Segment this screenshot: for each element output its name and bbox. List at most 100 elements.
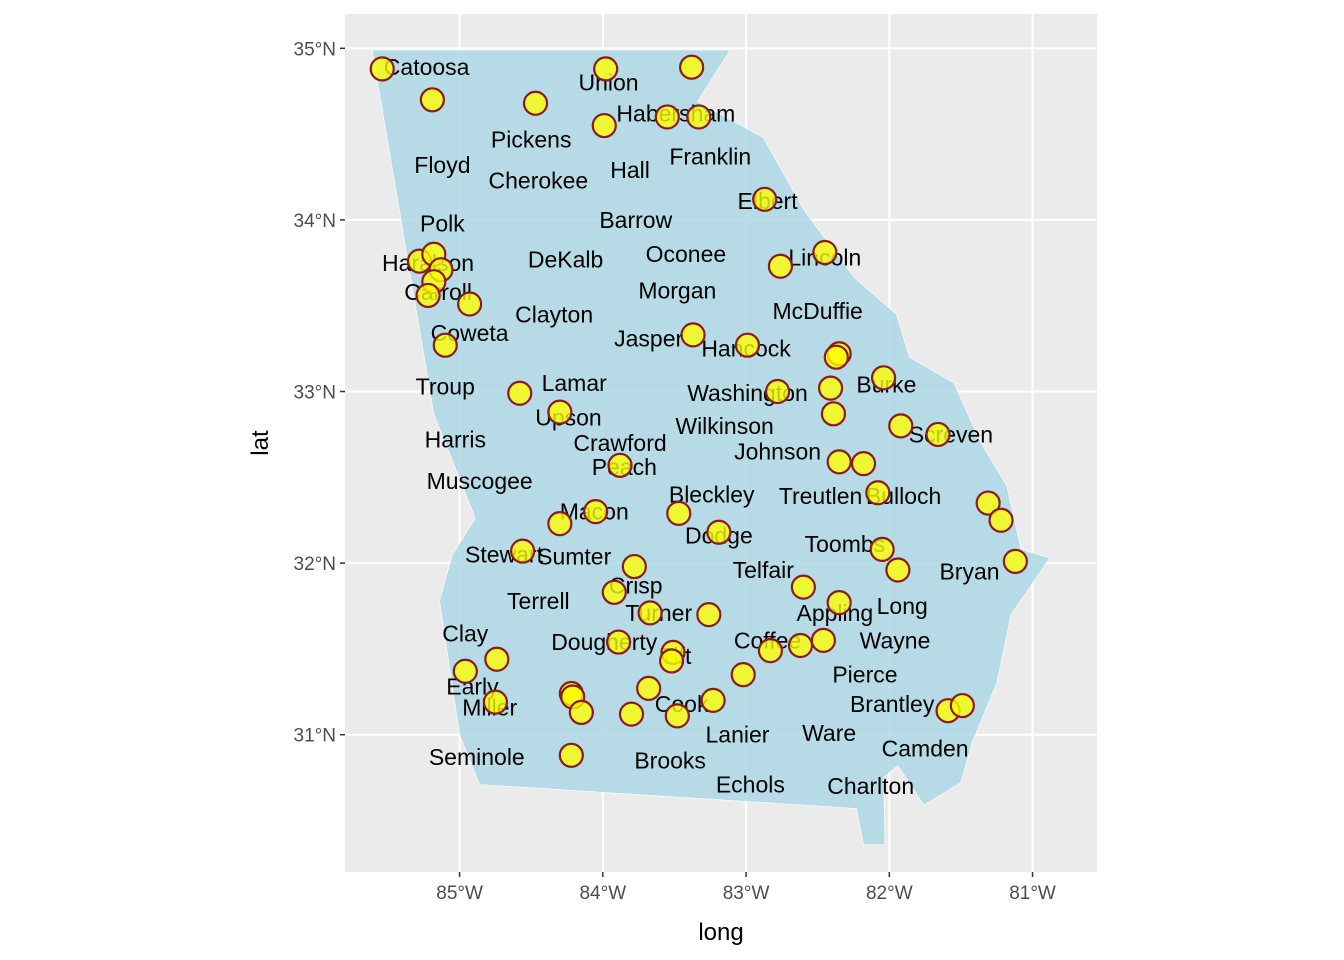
data-point bbox=[457, 291, 483, 317]
data-point bbox=[752, 186, 778, 212]
data-point bbox=[734, 332, 761, 358]
data-point bbox=[975, 490, 1001, 516]
y-tick-label: 34°N bbox=[294, 211, 336, 232]
county-label: Screven bbox=[909, 421, 993, 447]
county-label: Catoosa bbox=[384, 54, 470, 80]
data-point bbox=[666, 500, 692, 526]
county-label: Echols bbox=[716, 771, 785, 797]
data-point bbox=[826, 589, 852, 616]
data-point bbox=[869, 536, 895, 562]
data-point bbox=[654, 104, 680, 130]
county-label: Pickens bbox=[491, 126, 572, 152]
y-axis-ticks: 31°N 32°N 33°N 34°N 35°N bbox=[294, 39, 345, 747]
county-label: Long bbox=[877, 593, 928, 619]
county-label: Wilkinson bbox=[675, 413, 773, 439]
data-point bbox=[764, 378, 791, 405]
county-label: Jasper bbox=[614, 325, 683, 351]
data-point bbox=[591, 112, 617, 139]
county-label: Floyd bbox=[414, 152, 470, 178]
y-tick-label: 32°N bbox=[294, 554, 336, 575]
data-point bbox=[949, 692, 975, 719]
county-label: Ware bbox=[802, 720, 856, 746]
data-point bbox=[637, 600, 663, 626]
data-point bbox=[593, 56, 619, 82]
data-point bbox=[369, 56, 395, 82]
data-point bbox=[482, 689, 508, 715]
data-point bbox=[730, 662, 756, 688]
county-label: Hall bbox=[610, 157, 650, 183]
data-point bbox=[547, 399, 573, 425]
data-point bbox=[547, 511, 573, 537]
data-point bbox=[621, 553, 647, 580]
county-label: Muscogee bbox=[427, 468, 533, 494]
county-label: Crawford bbox=[573, 430, 666, 456]
data-point bbox=[826, 449, 852, 475]
data-point bbox=[568, 699, 594, 726]
county-label: Camden bbox=[882, 735, 969, 761]
county-label: Harris bbox=[425, 427, 486, 453]
data-point bbox=[1002, 548, 1028, 575]
data-point bbox=[686, 104, 712, 130]
data-point bbox=[607, 452, 633, 478]
data-point bbox=[700, 687, 726, 714]
county-label: Clayton bbox=[515, 301, 593, 327]
data-point bbox=[885, 557, 911, 583]
y-tick-label: 35°N bbox=[294, 39, 336, 60]
county-label: Brooks bbox=[634, 747, 706, 773]
data-point bbox=[432, 332, 458, 358]
x-axis-title: long bbox=[698, 919, 743, 946]
county-label: Treutlen bbox=[779, 483, 863, 509]
county-label: McDuffie bbox=[773, 298, 863, 324]
county-label: Terrell bbox=[507, 588, 570, 614]
data-point bbox=[696, 601, 722, 628]
x-tick-label: 81°W bbox=[1009, 883, 1056, 904]
x-tick-label: 85°W bbox=[436, 883, 483, 904]
county-label: DeKalb bbox=[528, 246, 603, 272]
x-tick-label: 84°W bbox=[579, 883, 626, 904]
data-point bbox=[484, 646, 510, 672]
county-label: Oconee bbox=[646, 241, 727, 267]
data-point bbox=[812, 239, 838, 266]
county-label: Troup bbox=[416, 373, 475, 399]
county-label: Charlton bbox=[827, 773, 914, 799]
data-point bbox=[510, 538, 536, 564]
x-tick-label: 82°W bbox=[866, 883, 913, 904]
county-label: Seminole bbox=[429, 744, 525, 770]
county-label: Johnson bbox=[734, 439, 821, 465]
data-point bbox=[601, 579, 627, 605]
data-point bbox=[664, 703, 690, 729]
data-point bbox=[870, 365, 897, 391]
data-point bbox=[988, 507, 1014, 533]
county-label: Franklin bbox=[669, 143, 751, 169]
data-point bbox=[415, 282, 441, 309]
data-point bbox=[706, 519, 732, 545]
data-point bbox=[636, 675, 662, 701]
data-point bbox=[618, 701, 645, 727]
y-tick-label: 31°N bbox=[294, 726, 336, 747]
data-point bbox=[419, 87, 445, 113]
x-tick-label: 83°W bbox=[723, 883, 770, 904]
data-point bbox=[680, 322, 706, 348]
data-point bbox=[820, 401, 847, 427]
county-label: Bryan bbox=[939, 559, 999, 585]
county-label: Dougherty bbox=[551, 629, 658, 655]
data-point bbox=[679, 54, 705, 80]
data-point bbox=[767, 253, 794, 279]
county-label: Morgan bbox=[638, 277, 716, 303]
data-point bbox=[507, 380, 533, 406]
data-point bbox=[757, 638, 784, 664]
data-point bbox=[605, 629, 632, 655]
data-point bbox=[810, 627, 837, 653]
county-label: Brantley bbox=[850, 691, 935, 717]
county-label: Pierce bbox=[832, 662, 897, 688]
data-points bbox=[369, 54, 1028, 768]
data-point bbox=[452, 658, 478, 684]
county-label: Clay bbox=[442, 620, 489, 646]
data-point bbox=[658, 648, 685, 674]
data-point bbox=[850, 450, 877, 477]
y-tick-label: 33°N bbox=[294, 383, 336, 404]
county-label: Lamar bbox=[542, 370, 608, 396]
county-label: Polk bbox=[420, 210, 465, 236]
data-point bbox=[925, 421, 951, 448]
county-label: Sumter bbox=[537, 543, 611, 569]
